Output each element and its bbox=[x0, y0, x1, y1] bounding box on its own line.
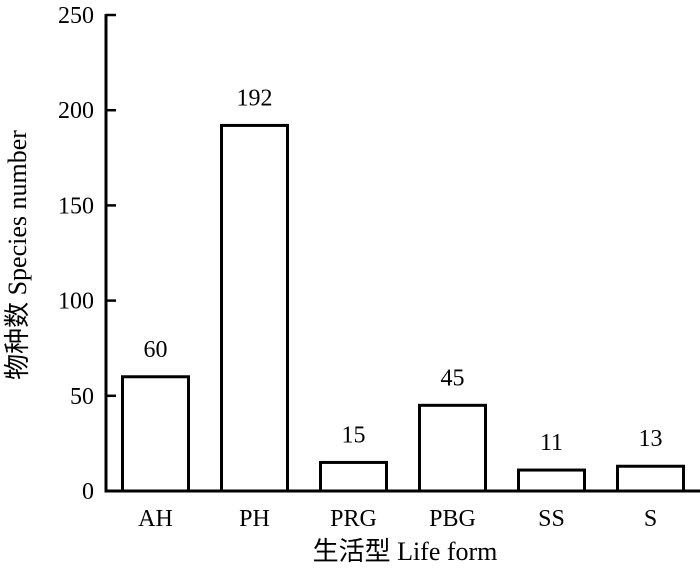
x-tick-label: AH bbox=[138, 506, 173, 532]
data-label: 13 bbox=[639, 426, 663, 452]
bar-pbg bbox=[418, 403, 487, 493]
x-tick-label: PH bbox=[239, 506, 270, 532]
data-label: 192 bbox=[237, 85, 273, 111]
y-tick-label: 0 bbox=[82, 479, 94, 505]
labels-layer: AH 60 PH 192 PRG 15 PBG 45 SS 11 S 13 bbox=[138, 85, 662, 532]
axes-layer: 0 50 100 150 200 250 bbox=[58, 3, 700, 505]
y-tick-label: 150 bbox=[58, 193, 94, 219]
x-axis-title: 生活型 Life form bbox=[313, 537, 498, 566]
bar-prg bbox=[319, 460, 388, 493]
data-label: 60 bbox=[144, 337, 168, 363]
bar-s bbox=[616, 464, 685, 493]
x-tick-label: PBG bbox=[429, 506, 476, 532]
y-tick-label: 250 bbox=[58, 3, 94, 29]
bar-ss bbox=[517, 468, 586, 493]
bar-ah bbox=[121, 375, 190, 493]
y-tick-label: 100 bbox=[58, 289, 94, 315]
x-tick-label: PRG bbox=[330, 506, 377, 532]
x-tick-label: S bbox=[644, 506, 657, 532]
data-label: 11 bbox=[540, 430, 563, 456]
data-label: 15 bbox=[342, 422, 366, 448]
y-tick-label: 50 bbox=[70, 384, 94, 410]
bar-ph bbox=[220, 123, 289, 493]
x-tick-label: SS bbox=[538, 506, 565, 532]
y-axis-title: 物种数 Species number bbox=[3, 130, 32, 380]
data-label: 45 bbox=[441, 365, 465, 391]
y-tick-label: 200 bbox=[58, 98, 94, 124]
bars-layer bbox=[121, 123, 685, 493]
